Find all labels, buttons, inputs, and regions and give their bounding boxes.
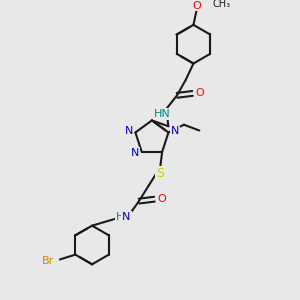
Text: N: N xyxy=(122,212,130,222)
Text: N: N xyxy=(171,127,179,136)
Text: O: O xyxy=(192,1,201,10)
Text: S: S xyxy=(156,167,164,180)
Text: N: N xyxy=(131,148,139,158)
Text: N: N xyxy=(124,125,133,136)
Text: HN: HN xyxy=(154,109,171,119)
Text: O: O xyxy=(196,88,205,98)
Text: O: O xyxy=(158,194,167,204)
Text: Br: Br xyxy=(42,256,55,266)
Text: CH₃: CH₃ xyxy=(212,0,230,9)
Text: H: H xyxy=(116,212,124,222)
